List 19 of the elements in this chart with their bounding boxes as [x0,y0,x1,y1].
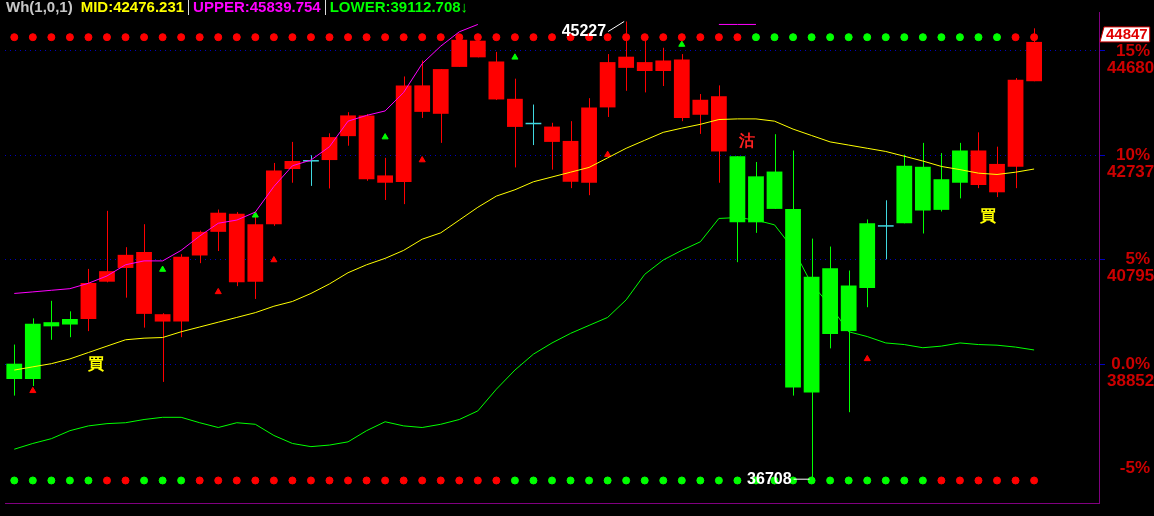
y2-tick-label: 5% [1125,249,1150,269]
annotation: 45227 [561,21,607,39]
y-tick-label: 38852 [1107,370,1154,390]
text: UPPER:45839.754 [188,0,325,15]
text: LOWER:39112.708↓ [324,0,473,15]
annotation: 買 [978,206,996,226]
y2-tick-label: 0.0% [1111,353,1150,373]
y2-tick-label: 10% [1115,144,1150,164]
y2-tick-label: 15% [1115,40,1150,60]
annotation: 買 [86,354,104,374]
y2-tick-label: -5% [1119,458,1150,478]
text: MID:42476.231 [79,0,186,15]
y-tick-label: 40795 [1107,266,1154,286]
y-tick-label: 44680 [1107,57,1154,77]
annotation: 36708 [747,469,792,487]
y-tick-label: 42737 [1107,161,1154,181]
annotation: 沽 [737,131,755,151]
text: 44847 [1106,25,1148,43]
chart-title: Wh(1,0,1) [5,0,74,15]
